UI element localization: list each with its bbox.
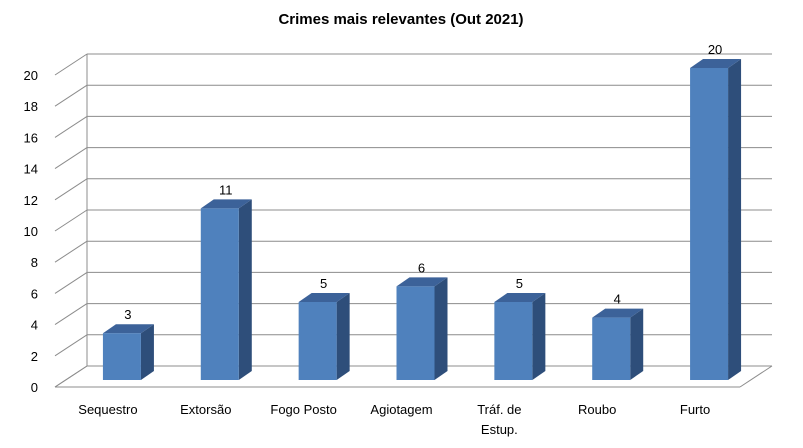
bar-top bbox=[690, 59, 742, 68]
bar bbox=[396, 286, 435, 380]
data-labels: 3 11 5 6 5 4 20 bbox=[124, 42, 722, 322]
category-label: Agiotagem bbox=[370, 402, 432, 417]
floor-right-edge bbox=[739, 365, 773, 388]
y-axis-ticks: 0 2 4 6 8 10 12 14 16 18 20 bbox=[24, 68, 38, 395]
y-tick-label: 14 bbox=[24, 162, 38, 177]
data-label: 5 bbox=[516, 276, 523, 291]
bar-top bbox=[298, 293, 350, 302]
gridline-diagonal bbox=[54, 240, 88, 263]
chart-title: Crimes mais relevantes (Out 2021) bbox=[278, 11, 523, 28]
gridline-diagonal bbox=[54, 147, 88, 170]
gridline-diagonal bbox=[54, 115, 88, 138]
bar-top bbox=[200, 199, 252, 209]
bar-side bbox=[434, 277, 448, 380]
gridline-diagonal bbox=[54, 334, 88, 357]
y-tick-label: 6 bbox=[31, 286, 38, 301]
category-label-line: Extorsão bbox=[180, 402, 231, 417]
bar bbox=[494, 302, 533, 380]
category-label-line: Estup. bbox=[481, 422, 518, 437]
bar-side bbox=[140, 324, 154, 380]
category-label: Fogo Posto bbox=[270, 402, 337, 417]
y-tick-label: 8 bbox=[31, 255, 38, 270]
bar bbox=[298, 302, 337, 380]
category-label: Tráf. de Estup. bbox=[477, 402, 521, 437]
bar-top bbox=[494, 293, 546, 302]
bar-top bbox=[102, 324, 154, 334]
bar-side bbox=[630, 308, 644, 380]
bars bbox=[102, 59, 742, 380]
category-label-line: Roubo bbox=[578, 402, 616, 417]
y-tick-label: 2 bbox=[31, 349, 38, 364]
category-label-line: Agiotagem bbox=[370, 402, 432, 417]
data-label: 3 bbox=[124, 307, 131, 322]
bar bbox=[102, 333, 141, 380]
bar-top bbox=[592, 308, 644, 318]
data-label: 4 bbox=[614, 292, 621, 307]
data-label: 6 bbox=[418, 260, 425, 275]
bar-top bbox=[396, 277, 448, 287]
category-label: Roubo bbox=[578, 402, 616, 417]
category-label: Extorsão bbox=[180, 402, 231, 417]
category-label-line: Sequestro bbox=[78, 402, 137, 417]
gridline-diagonal bbox=[54, 303, 88, 326]
data-label: 20 bbox=[708, 42, 722, 57]
y-tick-label: 0 bbox=[31, 380, 38, 395]
data-label: 11 bbox=[219, 182, 233, 197]
bar-side bbox=[336, 293, 350, 380]
bar-side bbox=[532, 293, 546, 380]
gridline-diagonal bbox=[54, 53, 88, 76]
bar bbox=[690, 68, 729, 380]
gridline-diagonal bbox=[54, 209, 88, 232]
category-label: Furto bbox=[680, 402, 710, 417]
category-label: Sequestro bbox=[78, 402, 137, 417]
y-tick-label: 20 bbox=[24, 68, 38, 83]
gridline-diagonal bbox=[54, 178, 88, 201]
data-label: 5 bbox=[320, 276, 327, 291]
category-label-line: Furto bbox=[680, 402, 710, 417]
bar bbox=[200, 208, 239, 380]
gridline-diagonal bbox=[54, 84, 88, 107]
y-tick-label: 18 bbox=[24, 99, 38, 114]
gridline-diagonal bbox=[54, 271, 88, 294]
gridline-diagonal bbox=[54, 365, 88, 388]
y-tick-label: 16 bbox=[24, 130, 38, 145]
category-label-line: Tráf. de bbox=[477, 402, 521, 417]
category-label-line: Fogo Posto bbox=[270, 402, 337, 417]
bar-side bbox=[238, 199, 252, 380]
y-tick-label: 4 bbox=[31, 318, 38, 333]
y-tick-label: 12 bbox=[24, 193, 38, 208]
bar bbox=[592, 317, 631, 380]
category-labels: Sequestro Extorsão Fogo Posto Agiotagem Tráf… bbox=[78, 402, 710, 437]
y-tick-label: 10 bbox=[24, 224, 38, 239]
bar-side bbox=[728, 59, 742, 380]
